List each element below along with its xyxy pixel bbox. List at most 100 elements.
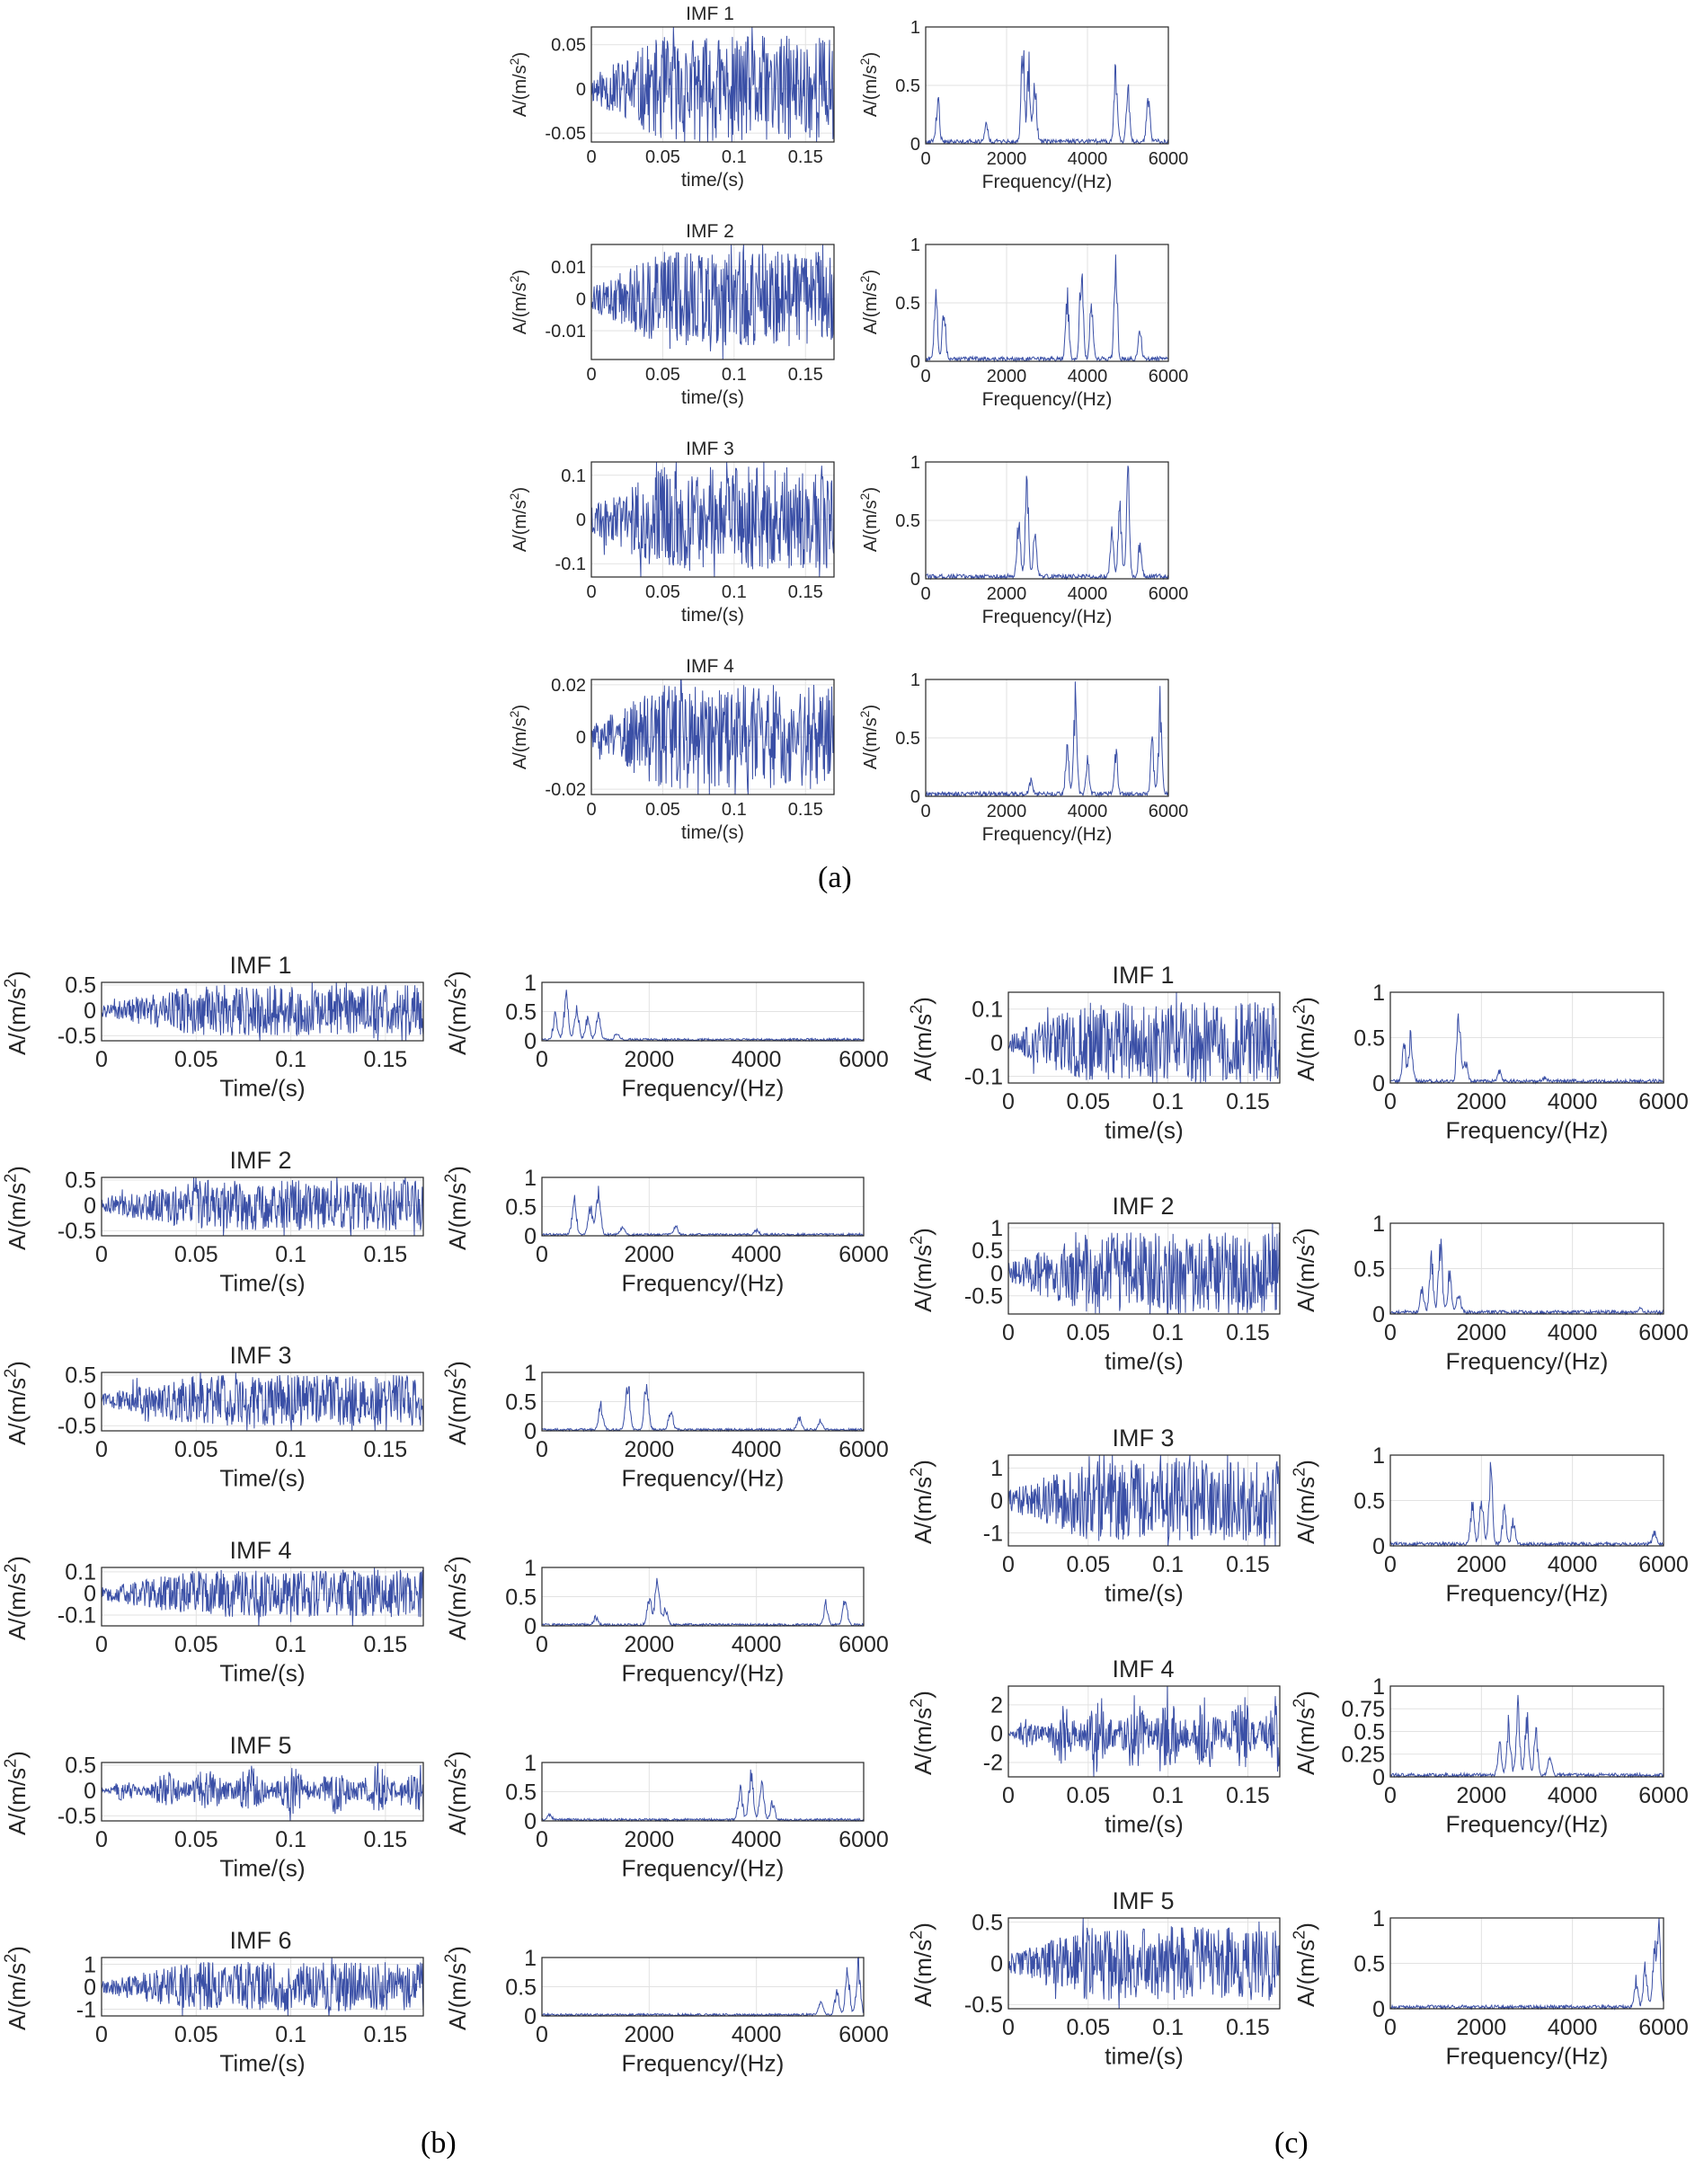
time-x-tick-label: 0.1 — [1152, 2015, 1184, 2040]
time-x-tick-label: 0 — [95, 1047, 108, 1072]
freq-x-tick-label: 0 — [536, 1047, 548, 1072]
freq-x-tick-label: 6000 — [1638, 1089, 1689, 1114]
freq-x-tick-label: 4000 — [732, 1632, 782, 1657]
time-y-tick-label: 0 — [990, 1261, 1003, 1286]
imf-title: IMF 5 — [229, 1732, 291, 1759]
time-x-tick-label: 0.05 — [645, 582, 680, 602]
time-x-tick-label: 0 — [1002, 1089, 1015, 1114]
freq-spectrum-line — [541, 1577, 865, 1628]
freq-x-tick-label: 2000 — [1457, 1089, 1507, 1114]
time-y-tick-label: 0 — [576, 80, 586, 100]
imf-title: IMF 4 — [686, 656, 734, 677]
time-x-tick-label: 0 — [586, 582, 596, 602]
freq-x-tick-label: 0 — [536, 2022, 548, 2047]
time-x-tick-label: 0 — [95, 1827, 108, 1852]
freq-axes-box — [541, 1567, 865, 1627]
freq-x-tick-label: 4000 — [732, 1437, 782, 1462]
time-y-axis-label: A/(m/s2) — [2, 1946, 31, 2030]
time-x-tick-label: 0.05 — [1066, 1089, 1110, 1114]
freq-x-tick-label: 6000 — [839, 1242, 889, 1267]
freq-spectrum-line — [925, 254, 1169, 363]
panel-a-imf-1: IMF 10 0.05 0.1 0.150.050-0.05time/(s)A/(m/… — [507, 4, 1188, 192]
freq-x-tick-label: 2000 — [987, 367, 1027, 386]
time-y-tick-label: -0.1 — [964, 1064, 1003, 1089]
panel-label-a: (a) — [818, 861, 852, 894]
time-x-tick-label: 0.15 — [788, 582, 823, 602]
time-signal-line — [101, 1762, 424, 1822]
imf-title: IMF 5 — [1112, 1887, 1174, 1914]
freq-x-tick-label: 2000 — [625, 1242, 675, 1267]
freq-x-tick-label: 0 — [920, 367, 930, 386]
time-y-tick-label: 0 — [84, 1389, 96, 1414]
freq-x-tick-label: 4000 — [1548, 1320, 1598, 1345]
freq-spectrum-line — [541, 1185, 865, 1238]
time-x-tick-label: 0.15 — [1226, 1552, 1270, 1577]
time-signal-line — [101, 981, 424, 1042]
freq-y-tick-label: 1 — [524, 1751, 537, 1776]
freq-x-tick-label: 6000 — [1149, 802, 1189, 821]
freq-y-axis-label: A/(m/s2) — [857, 705, 881, 769]
freq-spectrum-line — [1389, 1694, 1664, 1779]
time-x-tick-label: 0 — [95, 2022, 108, 2047]
panel-b-imf-1: IMF 10 0.05 0.1 0.150.50-0.5Time/(s)A/(m/s2… — [2, 952, 889, 1101]
freq-y-tick-label: 1 — [910, 453, 920, 473]
freq-x-tick-label: 0 — [536, 1437, 548, 1462]
freq-y-tick-label: 0.5 — [895, 729, 920, 749]
freq-x-tick-label: 0 — [1384, 1552, 1397, 1577]
time-x-axis-label: time/(s) — [1105, 2042, 1184, 2069]
freq-spectrum-line — [1389, 1461, 1664, 1548]
panel-c-imf-5: IMF 50 0.05 0.1 0.150.50-0.5time/(s)A/(m/s2… — [908, 1887, 1689, 2069]
time-y-tick-label: 0.01 — [551, 258, 586, 278]
time-axes-box — [590, 244, 835, 360]
freq-x-axis-label: Frequency/(Hz) — [622, 1854, 785, 1881]
freq-y-axis-label: A/(m/s2) — [442, 1751, 471, 1835]
time-x-axis-label: Time/(s) — [219, 1659, 305, 1686]
freq-y-tick-label: 1 — [524, 1166, 537, 1191]
freq-y-tick-label: 0.5 — [505, 1975, 537, 2000]
time-y-tick-label: 0.05 — [551, 36, 586, 56]
freq-x-axis-label: Frequency/(Hz) — [1446, 1579, 1609, 1606]
freq-x-tick-label: 6000 — [839, 2022, 889, 2047]
freq-y-axis-label: A/(m/s2) — [857, 52, 881, 117]
freq-y-tick-label: 1 — [1372, 1906, 1385, 1931]
freq-axes-box — [541, 1762, 865, 1822]
time-axes-box — [101, 1957, 424, 2017]
freq-axes-box — [541, 1372, 865, 1432]
time-axes-box — [101, 981, 424, 1042]
time-axes-box — [101, 1176, 424, 1237]
panel-c-imf-3: IMF 3 0 0.05 0.1 0.15 1 0 -1 time/(s) A/(m/s2) 0 20… — [908, 1425, 1689, 1606]
freq-axes-box — [1389, 1685, 1664, 1778]
time-y-axis-label: A/(m/s2) — [2, 971, 31, 1055]
freq-y-tick-label: 0.5 — [505, 1780, 537, 1805]
freq-x-axis-label: Frequency/(Hz) — [982, 389, 1113, 410]
time-signal-line — [1007, 1222, 1281, 1315]
freq-y-tick-label: 0.5 — [505, 1389, 537, 1415]
time-y-tick-label: 0.5 — [972, 1910, 1003, 1935]
freq-axes-box — [925, 461, 1169, 580]
freq-axes-box — [925, 244, 1169, 362]
freq-y-axis-label: A/(m/s2) — [1291, 1460, 1319, 1544]
time-x-tick-label: 0.05 — [645, 800, 680, 820]
freq-y-tick-label: 1 — [1372, 1212, 1385, 1237]
freq-x-axis-label: Frequency/(Hz) — [982, 607, 1113, 627]
time-x-tick-label: 0.15 — [1226, 2015, 1270, 2040]
time-signal-line — [1007, 1917, 1281, 2010]
time-axes-box — [590, 679, 835, 795]
freq-y-tick-label: 0.5 — [1353, 1951, 1385, 1976]
freq-x-tick-label: 2000 — [1457, 1783, 1507, 1808]
time-y-tick-label: 0.5 — [972, 1238, 1003, 1264]
freq-x-tick-label: 6000 — [839, 1437, 889, 1462]
time-x-tick-label: 0.1 — [722, 582, 747, 602]
time-x-tick-label: 0 — [586, 147, 596, 167]
panel-label-b: (b) — [421, 2126, 457, 2160]
freq-axes-box — [541, 981, 865, 1042]
freq-y-axis-label: A/(m/s2) — [1291, 997, 1319, 1081]
freq-x-tick-label: 6000 — [839, 1827, 889, 1852]
freq-y-tick-label: 0.75 — [1341, 1697, 1385, 1722]
freq-x-axis-label: Frequency/(Hz) — [622, 1074, 785, 1101]
time-y-tick-label: 0 — [576, 728, 586, 748]
time-x-axis-label: time/(s) — [681, 387, 744, 408]
freq-spectrum-line — [925, 466, 1169, 581]
time-axes-box — [101, 1372, 424, 1432]
freq-y-tick-label: 1 — [1372, 981, 1385, 1006]
